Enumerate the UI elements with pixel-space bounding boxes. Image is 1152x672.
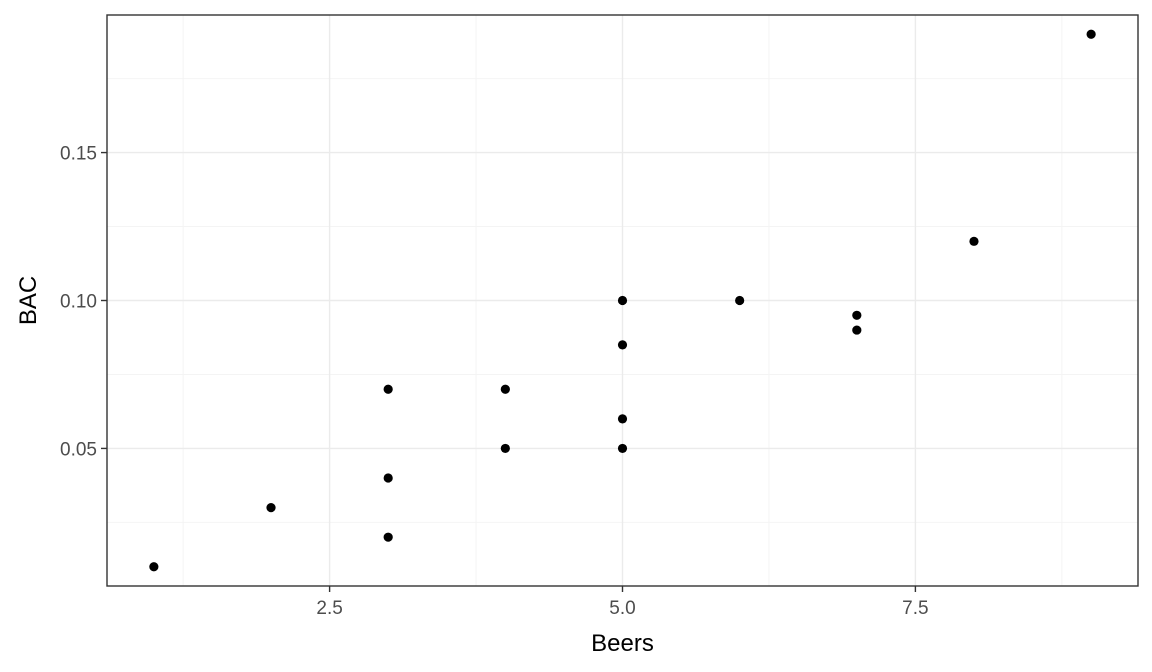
y-tick-label: 0.05 [60, 439, 97, 460]
y-tick-label: 0.15 [60, 144, 97, 165]
data-point [383, 532, 393, 542]
data-points [149, 29, 1096, 572]
y-axis-title: BAC [15, 276, 42, 325]
x-axis-title: Beers [591, 630, 654, 657]
x-tick-label: 5.0 [609, 598, 635, 619]
x-axis-ticks: 2.5 5.0 7.5 [316, 586, 929, 619]
y-tick-label: 0.10 [60, 292, 97, 313]
x-tick-label: 7.5 [902, 598, 928, 619]
data-point [1086, 29, 1096, 39]
data-point [852, 310, 862, 320]
data-point [852, 325, 862, 335]
data-point [617, 414, 628, 424]
data-point [617, 295, 628, 306]
data-point [149, 562, 159, 572]
data-point [383, 473, 393, 483]
data-point [500, 443, 510, 454]
data-point [617, 340, 628, 350]
data-point [969, 236, 979, 246]
data-point [266, 502, 276, 513]
data-point [735, 295, 745, 306]
data-point [500, 384, 510, 394]
data-point [617, 443, 628, 454]
x-tick-label: 2.5 [316, 598, 342, 619]
y-axis-ticks: 0.05 0.10 0.15 [60, 144, 107, 460]
data-point [383, 384, 393, 394]
